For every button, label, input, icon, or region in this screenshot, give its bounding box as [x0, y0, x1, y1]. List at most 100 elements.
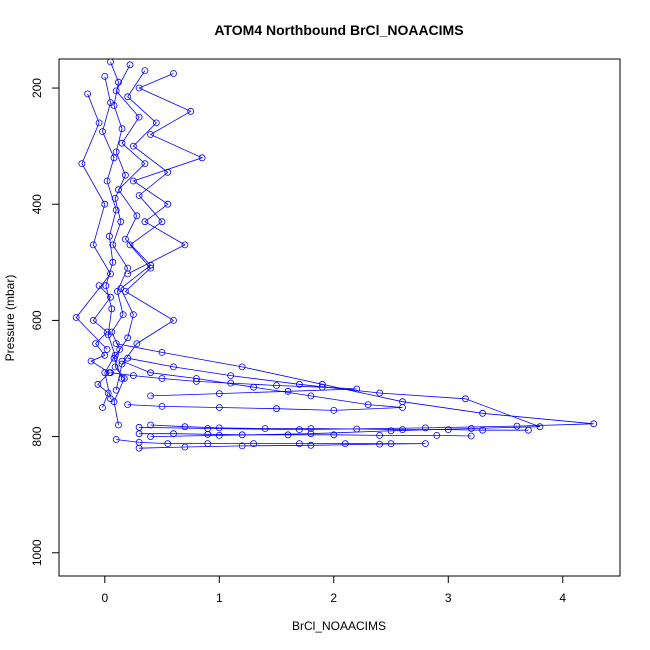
- series-2-line: [115, 70, 175, 391]
- data-point: [135, 430, 143, 438]
- data-point: [99, 404, 106, 411]
- data-point: [330, 406, 338, 414]
- data-point: [238, 431, 246, 439]
- data-point: [95, 119, 103, 127]
- data-point: [147, 369, 155, 377]
- x-tick-label: 4: [559, 591, 566, 605]
- data-point: [181, 241, 189, 249]
- data-point: [238, 442, 246, 450]
- data-point: [164, 200, 172, 208]
- data-point: [129, 177, 137, 185]
- data-point: [227, 372, 235, 380]
- data-point: [110, 354, 118, 362]
- data-point: [129, 142, 137, 150]
- data-point: [181, 443, 189, 451]
- data-point: [118, 125, 126, 133]
- data-point: [118, 139, 126, 147]
- series-11-line: [110, 372, 357, 397]
- data-point: [135, 423, 143, 431]
- data-point: [421, 440, 429, 448]
- data-point: [72, 314, 80, 321]
- data-point: [101, 351, 109, 359]
- data-point: [107, 395, 114, 403]
- data-point: [273, 382, 280, 389]
- data-point: [307, 425, 315, 432]
- data-point: [261, 425, 269, 432]
- series-13-line: [75, 93, 111, 350]
- data-point: [307, 430, 315, 438]
- x-tick-label: 1: [216, 591, 223, 605]
- data-point: [444, 426, 452, 434]
- y-axis: 200 400 600 800 1000: [30, 78, 60, 566]
- data-point: [102, 282, 110, 290]
- data-point: [133, 340, 141, 348]
- series-5-line: [116, 343, 594, 431]
- data-point: [101, 200, 109, 208]
- data-point: [318, 383, 326, 391]
- data-point: [107, 270, 114, 278]
- data-point: [250, 440, 258, 448]
- data-point: [215, 404, 223, 411]
- data-point: [112, 436, 120, 443]
- data-point: [116, 345, 124, 353]
- data-point: [107, 369, 114, 377]
- data-point: [479, 426, 487, 434]
- data-point: [364, 401, 372, 409]
- data-point: [215, 431, 223, 439]
- data-point: [152, 119, 160, 127]
- data-point: [126, 61, 134, 69]
- data-point: [479, 409, 487, 417]
- data-point: [295, 426, 303, 434]
- data-point: [433, 431, 441, 439]
- data-point: [87, 357, 95, 365]
- data-point: [461, 395, 469, 403]
- data-point: [89, 316, 97, 324]
- data-point: [141, 218, 149, 226]
- data-point: [513, 422, 521, 430]
- series-4-line: [90, 285, 112, 408]
- data-point: [101, 73, 109, 80]
- data-point: [376, 440, 384, 448]
- data-point: [135, 444, 143, 452]
- data-point: [158, 348, 166, 356]
- data-point: [141, 67, 149, 74]
- data-point: [238, 363, 246, 371]
- data-point: [111, 194, 119, 202]
- data-point: [147, 131, 155, 138]
- chart-title: ATOM4 Northbound BrCl_NOAACIMS: [214, 22, 463, 38]
- data-point: [117, 218, 125, 226]
- data-point: [124, 270, 132, 278]
- data-point: [170, 363, 177, 371]
- data-point: [133, 212, 141, 220]
- data-point: [158, 375, 166, 382]
- data-point: [164, 440, 172, 448]
- y-tick-label: 800: [30, 426, 44, 446]
- x-axis-label: BrCl_NOAACIMS: [292, 619, 386, 633]
- data-point: [122, 235, 129, 243]
- data-point: [107, 99, 114, 106]
- y-tick-label: 600: [30, 310, 44, 330]
- data-point: [295, 440, 303, 448]
- data-point: [307, 441, 315, 449]
- data-point: [124, 401, 132, 409]
- data-point: [129, 372, 137, 380]
- data-point: [109, 258, 117, 266]
- data-point: [126, 241, 134, 249]
- data-point: [89, 241, 97, 249]
- data-point: [399, 426, 406, 434]
- data-point: [158, 218, 166, 226]
- data-point: [122, 287, 129, 295]
- data-point: [104, 331, 112, 339]
- data-point: [135, 84, 143, 92]
- y-tick-label: 1000: [30, 539, 44, 566]
- data-point: [147, 392, 155, 400]
- data-point: [111, 351, 119, 359]
- data-point: [122, 171, 129, 179]
- data-point: [110, 154, 118, 162]
- data-point: [124, 334, 132, 342]
- y-tick-label: 200: [30, 78, 44, 98]
- data-point: [112, 386, 120, 394]
- data-point: [147, 264, 155, 272]
- plot-layer: [72, 58, 598, 452]
- y-axis-label: Pressure (mbar): [3, 275, 17, 362]
